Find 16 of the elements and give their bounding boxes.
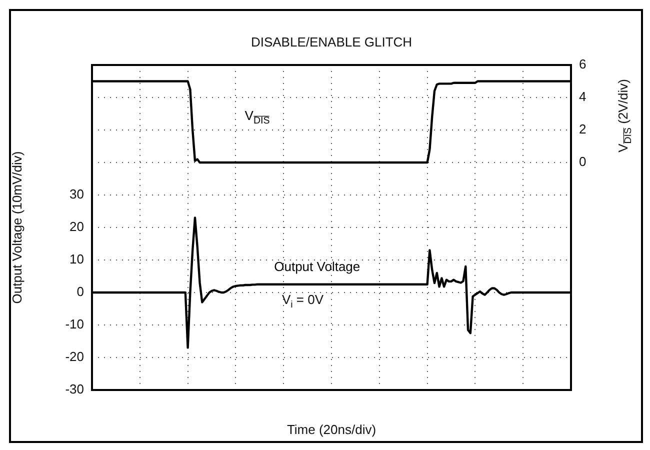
y-tick-label: -10 bbox=[65, 316, 84, 332]
chart-title: DISABLE/ENABLE GLITCH bbox=[250, 34, 412, 50]
y-tick-label: 30 bbox=[70, 186, 84, 202]
y-tick-label: -20 bbox=[65, 349, 84, 364]
y2-tick-label: 4 bbox=[579, 89, 586, 104]
y-tick-label: 20 bbox=[70, 219, 84, 234]
y-axis-title: Output Voltage (10mV/div) bbox=[9, 151, 24, 304]
y-tick-label: 10 bbox=[70, 252, 84, 267]
y2-tick-label: 2 bbox=[579, 122, 586, 137]
y2-tick-label: 0 bbox=[579, 154, 586, 170]
y2-tick-label: 6 bbox=[579, 56, 586, 72]
y-tick-label: 0 bbox=[76, 284, 84, 300]
series-label: Output Voltage bbox=[274, 258, 360, 274]
x-axis-title: Time (20ns/div) bbox=[286, 422, 376, 437]
y2-axis-title: VD̅I̅S̅ (2V/div) bbox=[616, 79, 634, 152]
y-tick-label: -30 bbox=[65, 382, 84, 397]
